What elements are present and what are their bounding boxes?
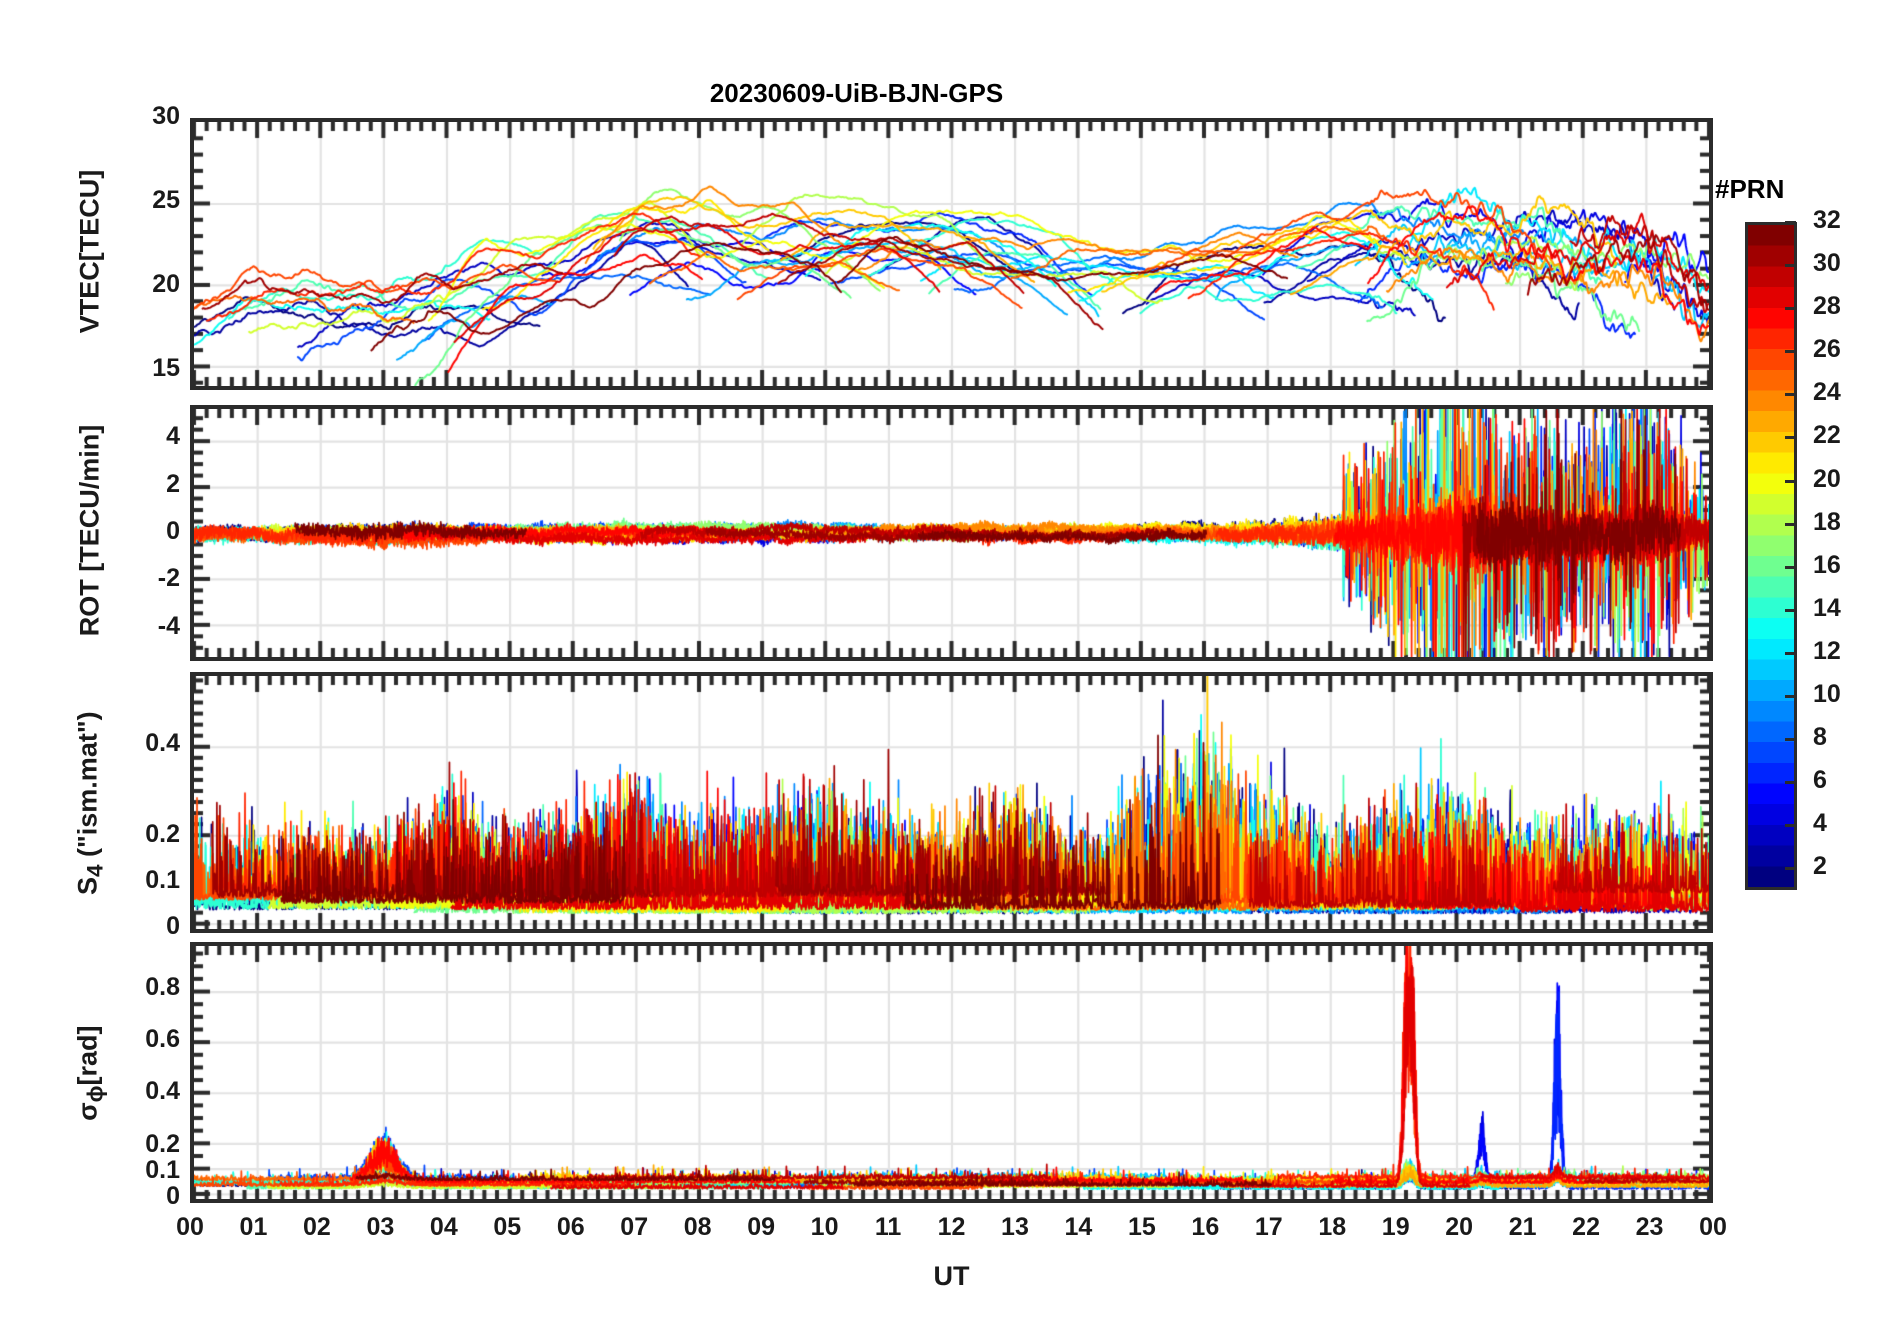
colorbar: [1745, 222, 1797, 890]
figure-title: 20230609-UiB-BJN-GPS: [709, 78, 1004, 108]
x-tick-3: 03: [366, 1213, 395, 1241]
colorbar-tick-7: 18: [1813, 507, 1841, 536]
colorbar-tick-8: 16: [1813, 550, 1841, 579]
y-tick-vtec-2: 20: [152, 269, 180, 298]
plot-panel-s4: [190, 672, 1713, 933]
y-tick-sigphi-0: 0.8: [145, 972, 180, 1001]
y-tick-rot-2: 0: [166, 517, 180, 545]
colorbar-tickmark-12: [1785, 738, 1796, 742]
x-axis-label: UT: [933, 1261, 970, 1291]
colorbar-tickmark-4: [1785, 393, 1796, 397]
y-tick-rot-3: -2: [157, 564, 180, 593]
x-tick-10: 10: [810, 1213, 839, 1241]
y-tick-rot-4: -4: [157, 611, 180, 640]
colorbar-tickmark-0: [1785, 221, 1796, 224]
colorbar-tick-14: 4: [1813, 809, 1827, 838]
colorbar-tickmark-3: [1785, 350, 1796, 354]
colorbar-tick-12: 8: [1813, 723, 1827, 752]
colorbar-tick-0: 32: [1813, 206, 1841, 234]
colorbar-tick-15: 2: [1813, 852, 1827, 881]
x-tick-22: 22: [1572, 1213, 1600, 1241]
y-tick-sigphi-3: 0.2: [145, 1129, 180, 1158]
x-tick-8: 08: [683, 1213, 712, 1241]
x-tick-5: 05: [493, 1213, 522, 1241]
colorbar-tick-2: 28: [1813, 292, 1841, 321]
y-tick-s4-3: 0: [166, 911, 180, 940]
colorbar-tickmark-2: [1785, 307, 1796, 311]
x-tick-24: 00: [1699, 1213, 1727, 1241]
y-tick-sigphi-4: 0.1: [145, 1155, 180, 1184]
plot-panel-rot: [190, 405, 1713, 661]
x-tick-1: 01: [239, 1213, 268, 1241]
x-tick-6: 06: [556, 1213, 585, 1241]
y-tick-sigphi-1: 0.6: [145, 1025, 180, 1054]
y-tick-s4-0: 0.4: [145, 729, 180, 757]
x-tick-2: 02: [303, 1213, 331, 1241]
plot-canvas-sigphi: [194, 946, 1709, 1199]
colorbar-tick-11: 10: [1813, 680, 1841, 709]
colorbar-tickmark-11: [1785, 695, 1796, 699]
y-tick-vtec-3: 15: [152, 353, 180, 382]
colorbar-tickmark-8: [1785, 565, 1796, 569]
y-tick-s4-2: 0.1: [145, 865, 180, 894]
x-tick-23: 23: [1635, 1213, 1664, 1241]
plot-canvas-rot: [194, 409, 1709, 657]
plot-canvas-s4: [194, 676, 1709, 929]
x-tick-0: 00: [176, 1213, 204, 1241]
x-tick-15: 15: [1127, 1213, 1156, 1241]
colorbar-tickmark-15: [1785, 867, 1796, 871]
x-tick-14: 14: [1064, 1213, 1093, 1241]
x-tick-16: 16: [1191, 1213, 1220, 1241]
colorbar-tickmark-9: [1785, 608, 1796, 612]
colorbar-tickmark-5: [1785, 436, 1796, 440]
x-tick-13: 13: [1001, 1213, 1029, 1241]
colorbar-tickmark-7: [1785, 522, 1796, 526]
x-tick-12: 12: [937, 1213, 966, 1241]
colorbar-tickmark-14: [1785, 824, 1796, 828]
colorbar-tickmark-1: [1785, 264, 1796, 268]
colorbar-tickmark-13: [1785, 781, 1796, 785]
x-tick-18: 18: [1318, 1213, 1347, 1241]
colorbar-tick-13: 6: [1813, 766, 1827, 795]
colorbar-tickmark-6: [1785, 479, 1796, 483]
x-tick-19: 19: [1381, 1213, 1410, 1241]
x-tick-20: 20: [1445, 1213, 1474, 1241]
colorbar-tickmark-10: [1785, 651, 1796, 655]
colorbar-tick-4: 24: [1813, 378, 1841, 407]
plot-panel-vtec: [190, 118, 1713, 390]
colorbar-tick-3: 26: [1813, 335, 1841, 364]
colorbar-tick-10: 12: [1813, 636, 1841, 665]
x-tick-7: 07: [620, 1213, 649, 1241]
colorbar-title: #PRN: [1715, 174, 1785, 204]
plot-canvas-vtec: [194, 122, 1709, 386]
y-tick-sigphi-2: 0.4: [145, 1077, 180, 1106]
y-tick-rot-1: 2: [166, 469, 180, 498]
colorbar-tick-6: 20: [1813, 464, 1841, 493]
y-tick-s4-1: 0.2: [145, 820, 180, 849]
colorbar-tick-1: 30: [1813, 249, 1841, 278]
colorbar-tick-5: 22: [1813, 421, 1841, 450]
x-tick-11: 11: [874, 1213, 902, 1241]
plot-panel-sigphi: [190, 942, 1713, 1203]
y-tick-sigphi-5: 0: [166, 1181, 180, 1210]
x-tick-17: 17: [1254, 1213, 1283, 1241]
colorbar-tick-9: 14: [1813, 593, 1841, 622]
x-tick-4: 04: [429, 1213, 458, 1241]
x-tick-21: 21: [1508, 1213, 1537, 1241]
y-tick-rot-0: 4: [166, 422, 180, 451]
x-tick-9: 09: [747, 1213, 776, 1241]
y-tick-vtec-1: 25: [152, 185, 180, 214]
y-tick-vtec-0: 30: [152, 102, 180, 130]
